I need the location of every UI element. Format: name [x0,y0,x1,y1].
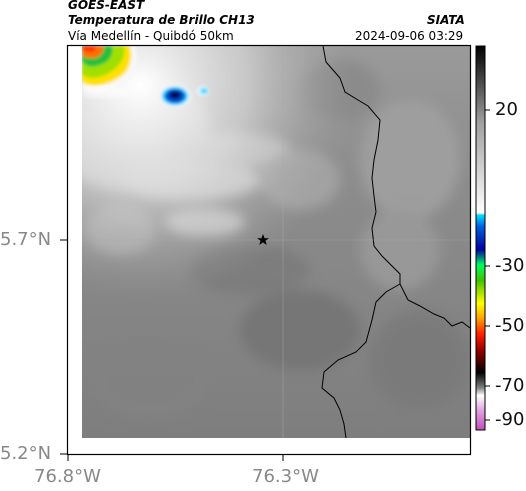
colorbar-label-minus90: -90 [495,409,525,430]
star-icon [257,234,269,245]
product-title: Temperatura de Brillo CH13 [68,13,255,27]
colorbar-label-20: 20 [495,99,518,120]
datetime-label: 2024-09-06 03:29 [355,29,464,43]
agency-label: SIATA [427,13,465,27]
lat-tick-5-7: 5.7°N [0,229,52,250]
brightness-temperature-field [82,46,470,438]
colorbar-label-minus30: -30 [495,255,525,276]
lon-tick-76-3: 76.3°W [252,466,319,487]
colorbar [475,45,490,431]
colorbar-label-minus50: -50 [495,315,525,336]
satellite-title: GOES-EAST [68,0,145,12]
colorbar-label-minus70: -70 [495,375,525,396]
department-boundary [321,46,470,438]
lon-tick-76-8: 76.8°W [34,466,101,487]
map-frame [66,44,472,456]
lat-tick-5-2: 5.2°N [0,443,52,464]
region-subtitle: Vía Medellín - Quibdó 50km [68,29,234,43]
